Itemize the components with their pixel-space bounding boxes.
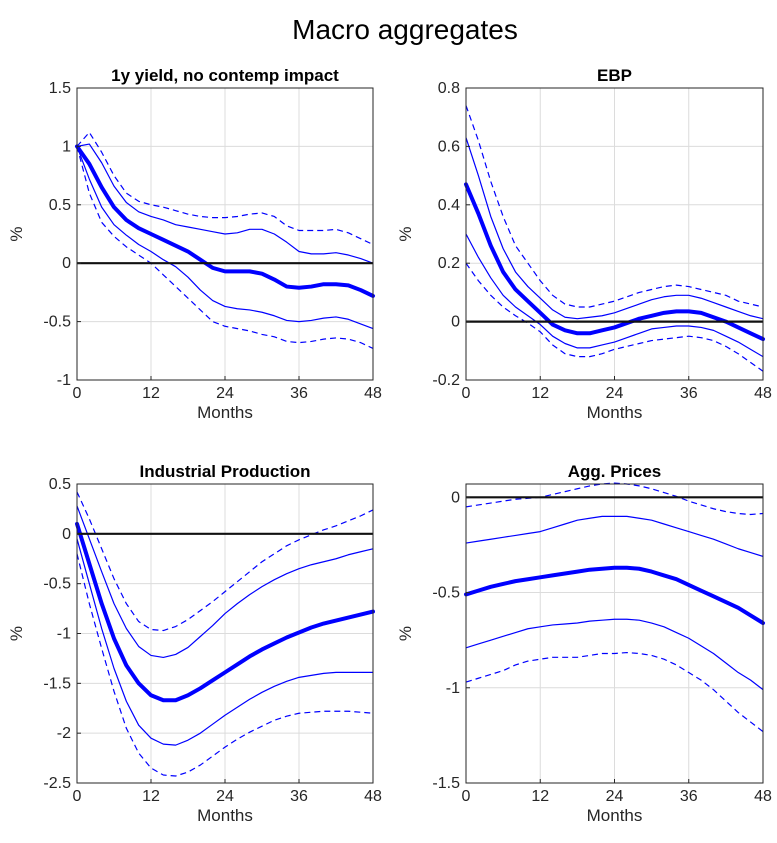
y-tick-label: 1 — [62, 138, 71, 155]
y-tick-label: 1.5 — [49, 80, 71, 97]
y-tick-label: 0.2 — [438, 255, 460, 272]
y-tick-label: 0.5 — [49, 197, 71, 214]
x-tick-label: 0 — [462, 788, 471, 805]
x-tick-label: 0 — [462, 385, 471, 402]
x-tick-label: 48 — [364, 385, 382, 402]
series-median — [464, 182, 765, 342]
series-lower-outer — [465, 262, 764, 372]
panel-1: 0 12 24 36 48 -1 -0.5 0 0.5 1 1.5 1y yield, no cont… — [7, 66, 382, 422]
x-tick-label: 0 — [73, 788, 82, 805]
x-tick-label: 12 — [142, 385, 160, 402]
series-median — [75, 144, 375, 298]
x-tick-label: 24 — [606, 385, 624, 402]
series-lower-inner — [76, 538, 373, 746]
y-tick-label: -2 — [57, 725, 71, 742]
series-median — [464, 565, 765, 626]
series-upper-inner — [465, 137, 764, 320]
x-tick-label: 24 — [216, 385, 234, 402]
y-tick-label: -1 — [57, 626, 71, 643]
series-upper-inner — [76, 143, 374, 264]
x-tick-label: 36 — [290, 788, 308, 805]
series-upper-outer — [465, 482, 764, 516]
panel-title: Agg. Prices — [568, 462, 662, 481]
series-upper-outer — [76, 491, 374, 632]
series-lower-outer — [465, 651, 764, 733]
panel-title: EBP — [597, 66, 632, 85]
series-upper-inner — [76, 505, 374, 659]
panel-4: 0 12 24 36 48 -1.5 -1 -0.5 0 Agg. Prices Months% — [396, 462, 772, 825]
x-tick-label: 0 — [73, 385, 82, 402]
x-tick-label: 24 — [216, 788, 234, 805]
y-tick-label: 0 — [451, 314, 460, 331]
series-lower-outer — [76, 146, 374, 350]
y-tick-label: -0.5 — [432, 585, 460, 602]
series-upper-inner — [465, 515, 764, 557]
y-tick-label: 0.5 — [49, 476, 71, 493]
x-tick-label: 12 — [531, 385, 549, 402]
figure-title: Macro aggregates — [292, 14, 518, 45]
x-tick-label: 36 — [680, 385, 698, 402]
x-axis-label: Months — [197, 806, 253, 825]
x-tick-label: 48 — [364, 788, 382, 805]
y-tick-label: -0.5 — [43, 576, 71, 593]
x-axis-label: Months — [587, 806, 643, 825]
y-tick-label: 0.6 — [438, 138, 460, 155]
x-tick-label: 12 — [142, 788, 160, 805]
panel-title: Industrial Production — [140, 462, 311, 481]
y-tick-label: -1.5 — [43, 675, 71, 692]
x-tick-label: 24 — [606, 788, 624, 805]
panels: 0 12 24 36 48 -1 -0.5 0 0.5 1 1.5 1y yield, no cont… — [7, 66, 772, 825]
y-tick-label: -0.2 — [432, 372, 460, 389]
series-lower-inner — [465, 618, 764, 691]
y-tick-label: -0.5 — [43, 314, 71, 331]
x-axis-label: Months — [587, 403, 643, 422]
y-tick-label: -1.5 — [432, 775, 460, 792]
series-lower-inner — [465, 233, 764, 358]
y-tick-label: -1 — [57, 372, 71, 389]
y-axis-label: % — [396, 226, 415, 241]
panel-title: 1y yield, no contemp impact — [111, 66, 339, 85]
x-tick-label: 48 — [754, 385, 772, 402]
y-axis-label: % — [7, 626, 26, 641]
series-upper-outer — [76, 131, 374, 246]
series-lower-inner — [76, 146, 374, 330]
y-tick-label: -1 — [446, 680, 460, 697]
x-axis-label: Months — [197, 403, 253, 422]
y-tick-label: 0 — [451, 489, 460, 506]
y-tick-label: 0.8 — [438, 80, 460, 97]
series-lower-outer — [76, 553, 374, 777]
y-axis-label: % — [7, 226, 26, 241]
series-median — [75, 521, 375, 703]
y-tick-label: 0 — [62, 526, 71, 543]
x-tick-label: 12 — [531, 788, 549, 805]
x-tick-label: 36 — [680, 788, 698, 805]
panel-3: 0 12 24 36 48 -2.5 -2 -1.5 -1 -0.5 0 0.5 Industrial … — [7, 462, 382, 825]
y-axis-label: % — [396, 626, 415, 641]
y-tick-label: -2.5 — [43, 775, 71, 792]
x-tick-label: 48 — [754, 788, 772, 805]
x-tick-label: 36 — [290, 385, 308, 402]
y-tick-label: 0.4 — [438, 197, 460, 214]
y-tick-label: 0 — [62, 255, 71, 272]
